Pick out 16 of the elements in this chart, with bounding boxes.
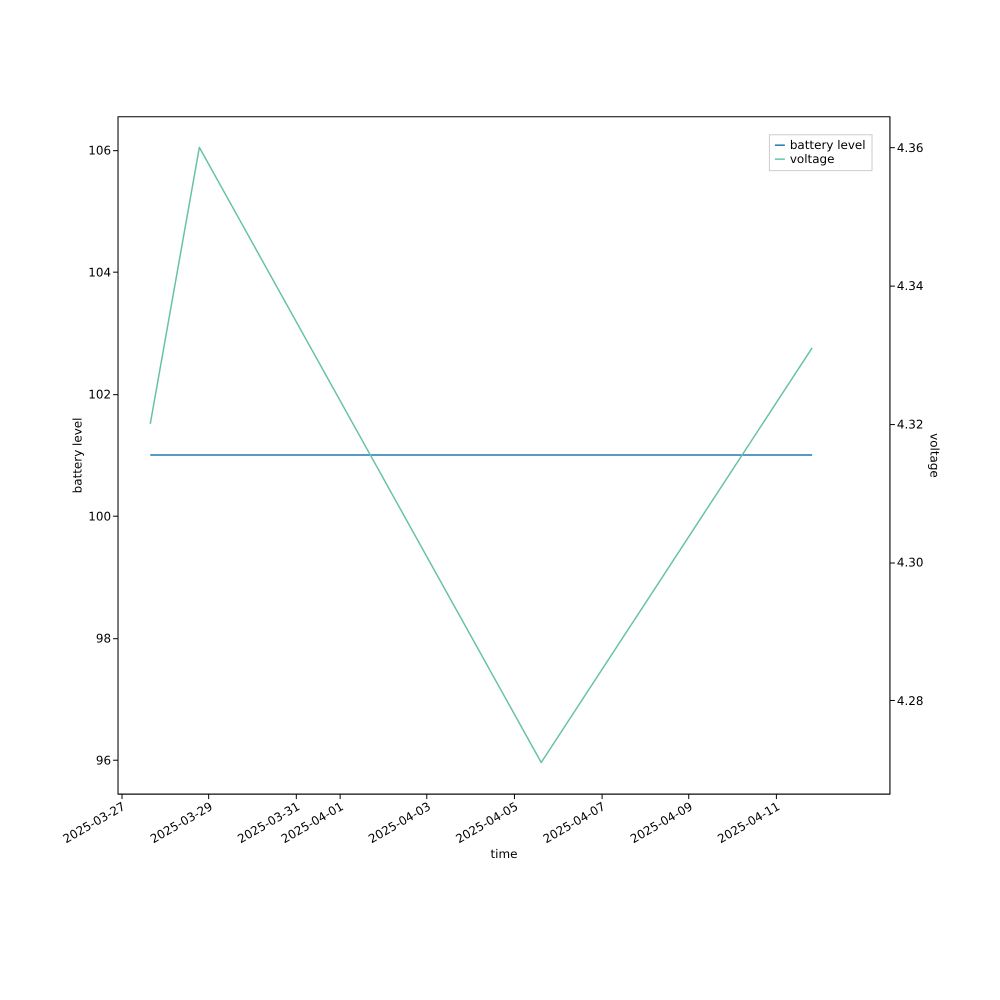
legend-label: voltage — [790, 152, 834, 166]
y-tick-label: 102 — [88, 387, 112, 402]
y2-tick-label: 4.36 — [896, 140, 924, 155]
y-tick-label: 100 — [88, 509, 112, 524]
y2-axis-title: voltage — [927, 433, 942, 478]
y2-tick-label: 4.32 — [896, 417, 924, 432]
y-tick-label: 98 — [96, 631, 112, 646]
y2-tick-label: 4.28 — [896, 694, 924, 708]
y-tick-label: 104 — [88, 265, 112, 280]
y-tick-label: 106 — [88, 143, 112, 158]
x-axis-title: time — [490, 847, 518, 862]
y2-tick-label: 4.34 — [896, 279, 924, 294]
y-tick-label: 96 — [96, 754, 112, 768]
y2-tick-label: 4.30 — [896, 556, 924, 570]
y-axis-title: battery level — [70, 418, 84, 494]
legend-label: battery level — [790, 138, 866, 152]
